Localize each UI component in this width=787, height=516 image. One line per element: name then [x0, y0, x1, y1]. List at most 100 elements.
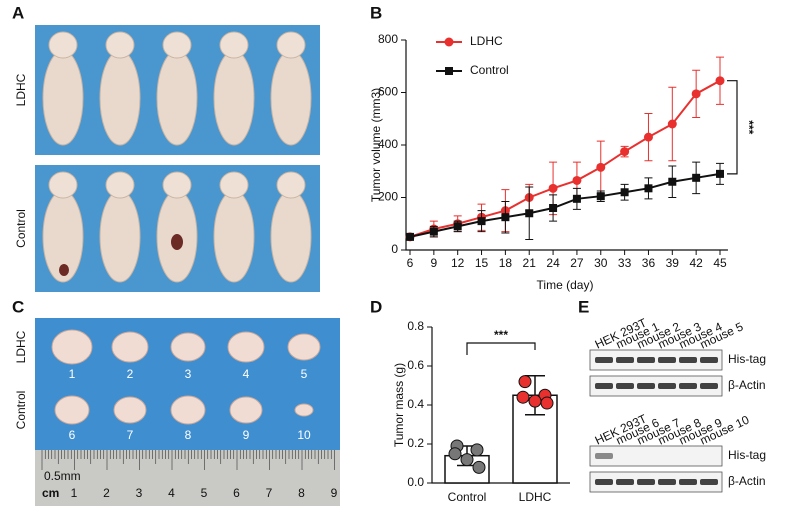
tumor-number: 8 [185, 428, 192, 442]
tumor-number: 4 [243, 367, 250, 381]
x-tick-label: 42 [689, 256, 703, 270]
marker [620, 188, 629, 197]
tumor [113, 396, 147, 424]
lane-label: mouse 10 [698, 412, 752, 447]
mouse [99, 190, 141, 283]
band [679, 479, 697, 485]
marker [692, 173, 701, 182]
x-tick-label: 24 [546, 256, 560, 270]
significance: *** [494, 328, 508, 342]
tumor [51, 329, 93, 365]
tumor [170, 395, 206, 425]
tumor [294, 403, 314, 417]
band [616, 357, 634, 363]
ruler-mark: 1 [71, 486, 78, 500]
tumor-number: 9 [243, 428, 250, 442]
band [637, 383, 655, 389]
band [679, 383, 697, 389]
panel-label: C [12, 297, 24, 316]
band-label: His-tag [728, 352, 766, 366]
legend-label: LDHC [470, 34, 503, 48]
marker [715, 76, 725, 86]
x-tick-label: 6 [407, 256, 414, 270]
lane-label: mouse 5 [698, 319, 746, 351]
mouse [270, 190, 312, 283]
marker [429, 227, 438, 236]
tumor-number: 1 [69, 367, 76, 381]
y-tick-label: 0.2 [407, 436, 424, 450]
marker [549, 204, 558, 212]
panel-label: B [370, 3, 382, 22]
marker [572, 194, 581, 203]
data-point [460, 453, 474, 467]
x-tick-label: 30 [594, 256, 608, 270]
x-tick-label: 18 [499, 256, 513, 270]
tumor [170, 332, 206, 362]
ruler-mark: 7 [266, 486, 273, 500]
band [595, 479, 613, 485]
data-point [528, 394, 542, 408]
data-point [470, 443, 484, 457]
panel-label: A [12, 3, 24, 22]
marker [691, 89, 701, 99]
y-tick-label: 400 [378, 137, 398, 151]
mouse-head [276, 31, 306, 59]
x-tick-label: 12 [451, 256, 465, 270]
marker [620, 147, 630, 157]
series-line [409, 79, 721, 238]
ruler-mark: 6 [233, 486, 240, 500]
tumor-number: 3 [185, 367, 192, 381]
data-point [472, 460, 486, 474]
band [658, 479, 676, 485]
y-axis-label: Tumor mass (g) [392, 363, 406, 447]
y-tick-label: 0.0 [407, 475, 424, 489]
band [658, 357, 676, 363]
band-label: β-Actin [728, 474, 766, 488]
ruler-mark: 3 [136, 486, 143, 500]
marker [667, 119, 677, 129]
mouse-head [219, 31, 249, 59]
data-point [518, 375, 532, 389]
panel-label: E [578, 297, 589, 316]
band [616, 479, 634, 485]
row-label: Control [14, 209, 28, 248]
y-tick-label: 0.4 [407, 397, 424, 411]
mouse-head [162, 31, 192, 59]
blot-strip [589, 471, 723, 493]
tumor [111, 331, 149, 363]
x-tick-label: Control [448, 490, 487, 504]
y-tick-label: 0 [391, 242, 398, 256]
y-tick-label: 0.8 [407, 319, 424, 333]
ruler-mark: 8 [298, 486, 305, 500]
marker [596, 192, 605, 201]
band [595, 453, 613, 459]
ruler-mark: 5 [201, 486, 208, 500]
significance: *** [742, 120, 756, 134]
tumor [287, 333, 321, 361]
row-label: Control [14, 391, 28, 430]
band [616, 383, 634, 389]
significance-bracket [466, 342, 536, 355]
band [679, 357, 697, 363]
significance-bracket [727, 80, 738, 175]
band [700, 479, 718, 485]
mouse [99, 50, 141, 146]
mouse [156, 50, 198, 146]
x-axis-label: Time (day) [537, 278, 594, 292]
tumor-spot [59, 264, 69, 276]
row-label: LDHC [14, 73, 28, 106]
mouse-head [48, 31, 78, 59]
legend-marker [445, 67, 453, 75]
y-tick-label: 600 [378, 85, 398, 99]
mouse-head [105, 31, 135, 59]
ruler-mark: 4 [168, 486, 175, 500]
band-label: His-tag [728, 448, 766, 462]
band [595, 357, 613, 363]
mouse-head [162, 171, 192, 199]
x-tick-label: 33 [618, 256, 632, 270]
data-point [516, 390, 530, 404]
marker [596, 162, 606, 172]
data-point [540, 396, 554, 410]
row-label: LDHC [14, 330, 28, 363]
